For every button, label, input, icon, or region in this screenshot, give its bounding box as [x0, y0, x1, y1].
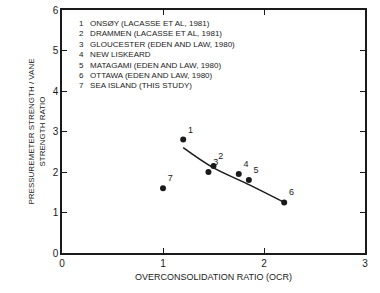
svg-text:3: 3: [213, 157, 218, 167]
svg-text:OVERCONSOLIDATION RATIO (OCR): OVERCONSOLIDATION RATIO (OCR): [135, 272, 292, 282]
svg-text:6: 6: [53, 5, 59, 16]
svg-text:4: 4: [244, 159, 249, 169]
svg-text:PRESSUREMETER STRENGTH / VANES: PRESSUREMETER STRENGTH / VANESTRENGTH RA…: [27, 58, 46, 204]
svg-text:0: 0: [59, 258, 65, 269]
svg-text:2: 2: [261, 258, 267, 269]
svg-text:6: 6: [289, 187, 294, 197]
svg-text:1: 1: [160, 258, 166, 269]
svg-text:2: 2: [218, 151, 223, 161]
svg-text:5: 5: [254, 165, 259, 175]
svg-text:1: 1: [188, 125, 193, 135]
svg-text:2: 2: [53, 167, 59, 178]
svg-text:1: 1: [53, 207, 59, 218]
svg-text:1 ONSØY (LACASSE ET AL, 1981: 1 ONSØY (LACASSE ET AL, 1981)2 DRAMMEN (…: [79, 19, 235, 90]
svg-text:5: 5: [53, 45, 59, 56]
svg-text:7: 7: [168, 173, 173, 183]
svg-text:4: 4: [53, 86, 59, 97]
svg-text:3: 3: [362, 258, 368, 269]
svg-text:0: 0: [53, 248, 59, 259]
svg-text:3: 3: [53, 126, 59, 137]
